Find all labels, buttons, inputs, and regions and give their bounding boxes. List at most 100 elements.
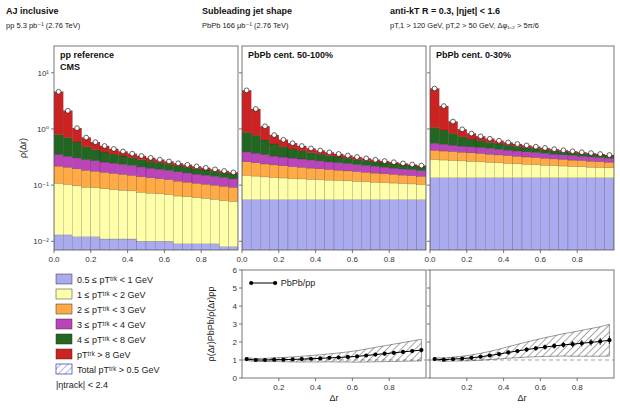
x-tick-label: 0.6 bbox=[535, 383, 547, 392]
hist-bar bbox=[494, 144, 503, 149]
ratio-point bbox=[497, 352, 501, 356]
hist-bar bbox=[306, 168, 315, 179]
total-point bbox=[244, 88, 249, 93]
hist-bar bbox=[568, 178, 577, 250]
hist-bar bbox=[210, 171, 219, 176]
uncertainty-band bbox=[247, 339, 422, 362]
hist-bar bbox=[164, 180, 173, 195]
hist-bar bbox=[343, 158, 352, 163]
x-tick bbox=[577, 378, 578, 381]
hist-bar bbox=[251, 176, 260, 200]
y-tick bbox=[427, 72, 430, 73]
hist-bar bbox=[210, 199, 219, 244]
hist-bar bbox=[137, 177, 146, 192]
hist-bar bbox=[448, 133, 457, 145]
hist-bar bbox=[439, 130, 448, 144]
y-tick-label: 10¹ bbox=[37, 69, 49, 78]
hist-bar bbox=[306, 160, 315, 168]
hist-bar bbox=[210, 176, 219, 185]
hist-bar bbox=[54, 235, 63, 250]
total-point bbox=[253, 107, 258, 112]
hist-bar bbox=[439, 106, 448, 130]
total-point bbox=[373, 157, 378, 162]
total-point bbox=[451, 119, 456, 124]
hist-bar bbox=[485, 154, 494, 162]
frame bbox=[242, 46, 426, 250]
hist-bar bbox=[476, 154, 485, 162]
hist-bar bbox=[467, 161, 476, 177]
ratio-point bbox=[419, 348, 423, 352]
y-tick-label: 1 bbox=[233, 356, 238, 365]
legend-line bbox=[251, 283, 275, 284]
x-tick bbox=[278, 378, 279, 381]
hist-bar bbox=[91, 171, 100, 187]
hist-bar bbox=[596, 168, 605, 178]
hist-bar bbox=[63, 167, 72, 184]
hist-bar bbox=[334, 163, 343, 170]
hist-bar bbox=[352, 159, 361, 164]
hist-bar bbox=[430, 128, 439, 144]
ratio-point bbox=[534, 346, 538, 350]
legend-label: pTᵗʳᵏ > 8 GeV bbox=[77, 350, 130, 360]
hist-bar bbox=[540, 158, 549, 165]
hist-bar bbox=[550, 166, 559, 178]
ratio-point bbox=[571, 342, 575, 346]
hist-bar bbox=[82, 147, 91, 160]
y-tick-label: 5 bbox=[233, 284, 238, 293]
hist-bar bbox=[417, 184, 426, 199]
hist-bar bbox=[279, 200, 288, 250]
plot-background bbox=[54, 46, 238, 250]
plot-area bbox=[54, 89, 238, 250]
ratio-point bbox=[488, 353, 492, 357]
hist-bar bbox=[586, 167, 595, 178]
hist-bar bbox=[109, 190, 118, 239]
hist-bar bbox=[485, 178, 494, 250]
hist-bar bbox=[297, 167, 306, 179]
total-point bbox=[401, 161, 406, 166]
y-tick bbox=[239, 360, 242, 361]
hist-bar bbox=[260, 177, 269, 200]
hist-bar bbox=[306, 179, 315, 199]
hist-bar bbox=[605, 162, 614, 168]
y-tick bbox=[239, 324, 242, 325]
hist-bar bbox=[242, 200, 251, 250]
total-point bbox=[213, 167, 218, 172]
hist-bar bbox=[448, 145, 457, 151]
hist-bar bbox=[577, 161, 586, 167]
header-text: Subleading jet shape bbox=[202, 6, 292, 16]
y-tick bbox=[427, 128, 430, 129]
hist-bar bbox=[430, 178, 439, 250]
hist-bar bbox=[128, 165, 137, 175]
legend-swatch bbox=[56, 289, 72, 299]
x-tick-label: 0.6 bbox=[535, 255, 547, 264]
hist-bar bbox=[229, 247, 238, 250]
hist-bar bbox=[128, 175, 137, 190]
y-tick bbox=[239, 306, 242, 307]
hist-bar bbox=[91, 188, 100, 237]
ratio-point bbox=[254, 358, 258, 362]
total-point bbox=[543, 146, 548, 151]
y-axis-label: ρ(Δr)PbPb/ρ(Δr)pp bbox=[206, 287, 216, 362]
x-tick bbox=[315, 378, 316, 381]
hist-bar bbox=[306, 153, 315, 160]
total-point bbox=[469, 131, 474, 136]
hist-bar bbox=[522, 157, 531, 164]
y-axis-label: ρ(Δr) bbox=[18, 138, 28, 158]
total-point bbox=[157, 157, 162, 162]
total-point bbox=[185, 162, 190, 167]
ratio-point bbox=[245, 357, 249, 361]
x-tick-label: 0.8 bbox=[196, 255, 208, 264]
ratio-point bbox=[383, 352, 387, 356]
ratio-point bbox=[552, 344, 556, 348]
x-tick-label: 0.0 bbox=[236, 255, 248, 264]
hist-bar bbox=[458, 152, 467, 161]
hist-bar bbox=[54, 92, 63, 135]
hist-bar bbox=[343, 171, 352, 181]
hist-bar bbox=[146, 178, 155, 193]
hist-bar bbox=[251, 163, 260, 176]
hist-bar bbox=[550, 178, 559, 250]
hist-bar bbox=[380, 167, 389, 174]
hist-bar bbox=[146, 241, 155, 250]
x-tick-label: 0.0 bbox=[424, 255, 436, 264]
hist-bar bbox=[63, 111, 72, 138]
